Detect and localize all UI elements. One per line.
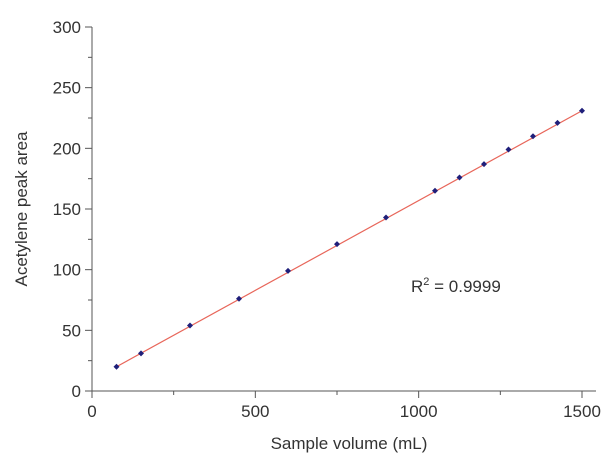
r-squared-prefix: R — [411, 277, 423, 296]
y-tick-label: 150 — [53, 200, 81, 219]
data-points — [113, 107, 585, 370]
x-axis-title: Sample volume (mL) — [271, 434, 428, 453]
y-tick-label: 50 — [62, 321, 81, 340]
data-point — [236, 295, 242, 302]
x-tick-label: 500 — [241, 402, 269, 421]
y-tick-label: 100 — [53, 261, 81, 280]
data-point — [432, 187, 438, 194]
r-squared-superscript: 2 — [423, 276, 429, 288]
y-tick-label: 200 — [53, 139, 81, 158]
y-tick-label: 0 — [72, 382, 81, 401]
trendline-group — [116, 110, 583, 368]
x-tick-label: 1000 — [400, 402, 438, 421]
trendline — [116, 110, 583, 368]
data-point — [505, 146, 512, 153]
r-squared-value: = 0.9999 — [429, 277, 500, 296]
data-point — [530, 133, 536, 140]
data-point — [579, 107, 585, 114]
data-point — [138, 350, 144, 357]
data-point — [334, 241, 340, 248]
x-tick-label: 1500 — [563, 402, 601, 421]
y-tick-label: 300 — [53, 18, 81, 37]
y-axis-title: Acetylene peak area — [12, 131, 31, 287]
data-point — [113, 363, 120, 370]
r-squared-annotation: R2 = 0.9999 — [411, 276, 501, 296]
data-point — [285, 267, 291, 274]
data-point — [456, 174, 463, 181]
data-point — [481, 161, 487, 168]
x-tick-label: 0 — [87, 402, 96, 421]
data-point — [383, 214, 389, 221]
y-tick-label: 250 — [53, 79, 81, 98]
axes: 0 50 100 150 200 250 300 0 500 1000 1500 — [53, 18, 601, 421]
data-point — [554, 119, 561, 126]
data-point — [187, 322, 193, 329]
